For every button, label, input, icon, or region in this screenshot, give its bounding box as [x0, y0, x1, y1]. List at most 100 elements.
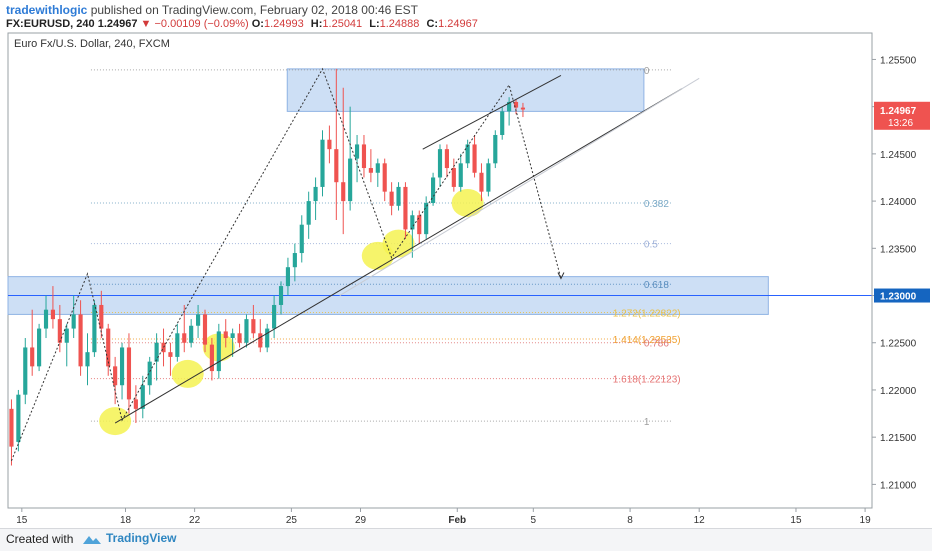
candle-body-39	[278, 286, 284, 305]
time-tick-label-6: 5	[531, 515, 537, 526]
candle-body-71	[500, 111, 505, 135]
time-tick-label-10: 19	[860, 515, 872, 526]
fib-level-label-3: 0.618	[644, 280, 669, 291]
last-price: 1.24967	[97, 18, 138, 30]
symbol-label: FX:EURUSD, 240	[6, 18, 95, 30]
candle-body-68	[479, 172, 484, 192]
candle-body-2	[23, 347, 28, 395]
price-tick-label-8: 1.21500	[880, 433, 917, 444]
candle-body-17	[126, 347, 132, 400]
candle-body-58	[410, 215, 415, 230]
candle-body-46	[327, 139, 332, 150]
candle-body-44	[313, 186, 318, 202]
candle-body-32	[230, 333, 235, 339]
candle-body-40	[285, 267, 291, 287]
time-tick-label-4: 29	[355, 515, 367, 526]
candle-body-67	[472, 144, 477, 173]
level-price-label: 1.23000	[880, 292, 917, 303]
candle-body-41	[292, 253, 297, 268]
highlight-circle-5	[451, 188, 484, 217]
candle-body-54	[382, 163, 387, 192]
tradingview-brand[interactable]: TradingView	[106, 531, 177, 545]
candle-body-34	[244, 319, 249, 343]
candle-body-49	[348, 158, 353, 202]
candle-body-30	[216, 331, 221, 372]
drawings-layer	[10, 67, 700, 461]
candle-body-56	[396, 186, 401, 206]
high-value: 1.25041	[322, 18, 363, 30]
candle-body-8	[64, 328, 69, 343]
candle-body-63	[444, 149, 449, 169]
candle-body-47	[334, 149, 339, 183]
candle-body-43	[306, 201, 311, 225]
candle-body-16	[119, 347, 125, 386]
low-label: L:	[369, 18, 380, 30]
candle-body-45	[320, 139, 325, 187]
fib-level-label-4: 1.272(1.22822)	[613, 309, 681, 320]
candle-body-3	[30, 347, 35, 367]
price-tick-label-4: 1.23500	[880, 244, 917, 255]
trend-line-0	[114, 88, 683, 424]
candle-body-23	[168, 352, 173, 357]
footer-bar: Created with TradingView	[0, 528, 932, 551]
candle-body-31	[223, 331, 228, 339]
candle-body-12	[92, 304, 97, 353]
candle-body-29	[209, 344, 214, 372]
price-axis[interactable]: 1.255001.250001.245001.240001.235001.230…	[872, 55, 930, 491]
fib-level-label-6: 0.786	[644, 339, 669, 350]
supply-demand-zone-0	[286, 68, 645, 112]
candle-body-62	[437, 149, 443, 178]
candle-body-4	[37, 328, 42, 367]
created-with-label: Created with	[6, 532, 74, 546]
candle-body-60	[424, 202, 429, 235]
countdown-label: 13:26	[888, 118, 913, 129]
open-label: O:	[251, 18, 264, 30]
candle-body-10	[78, 314, 83, 367]
chart-title: Euro Fx/U.S. Dollar, 240, FXCM	[14, 38, 170, 50]
candle-body-7	[57, 319, 62, 343]
fib-level-label-7: 1.618(1.22123)	[613, 375, 681, 386]
last-price-label: 1.24967	[880, 106, 917, 117]
open-value: 1.24993	[263, 18, 304, 30]
candle-body-35	[251, 319, 256, 334]
low-value: 1.24888	[379, 18, 420, 30]
candle-body-14	[106, 328, 111, 367]
highlight-circle-0	[99, 407, 132, 436]
candle-body-55	[389, 191, 394, 206]
candle-body-72	[507, 101, 512, 112]
author-name[interactable]: tradewithlogic	[6, 3, 88, 17]
trend-line-1	[422, 75, 562, 150]
price-chart[interactable]: Euro Fx/U.S. Dollar, 240, FXCM 0 0.382 0.5…	[0, 0, 932, 528]
candle-body-21	[154, 342, 159, 362]
candle-body-5	[43, 309, 49, 329]
candle-body-9	[71, 314, 76, 329]
time-tick-label-2: 22	[189, 515, 201, 526]
candle-body-61	[431, 177, 436, 203]
candle-body-6	[50, 309, 56, 320]
close-label: C:	[426, 18, 439, 30]
fib-level-label-2: 0.5	[644, 240, 658, 251]
time-tick-label-3: 25	[286, 515, 298, 526]
cloud-logo-icon	[83, 536, 101, 544]
candle-body-57	[403, 186, 408, 230]
fibonacci-layer: 0 0.382 0.5 0.618 1.272(1.22822) 1.414(1.2253…	[8, 66, 872, 428]
candle-body-24	[175, 333, 180, 357]
fib-level-label-0: 0	[644, 66, 650, 77]
time-tick-label-0: 15	[16, 515, 28, 526]
candle-body-69	[486, 163, 491, 192]
candle-body-26	[189, 325, 194, 343]
close-value: 1.24967	[438, 18, 478, 30]
candle-body-38	[272, 304, 277, 329]
price-tick-label-2: 1.24500	[880, 150, 917, 161]
candle-body-70	[493, 134, 498, 164]
time-tick-label-9: 15	[790, 515, 802, 526]
candle-body-59	[417, 215, 422, 235]
candle-body-15	[113, 366, 118, 386]
candle-body-73	[513, 101, 519, 108]
candle-body-11	[85, 352, 90, 367]
candle-body-36	[258, 333, 263, 348]
time-axis[interactable]: 15 18 22 25 29 Feb 5 8 12 15 19	[16, 508, 871, 526]
price-change: ▼ −0.00109 (−0.09%)	[140, 18, 249, 30]
candle-body-19	[140, 385, 145, 409]
candles-layer	[9, 68, 526, 466]
